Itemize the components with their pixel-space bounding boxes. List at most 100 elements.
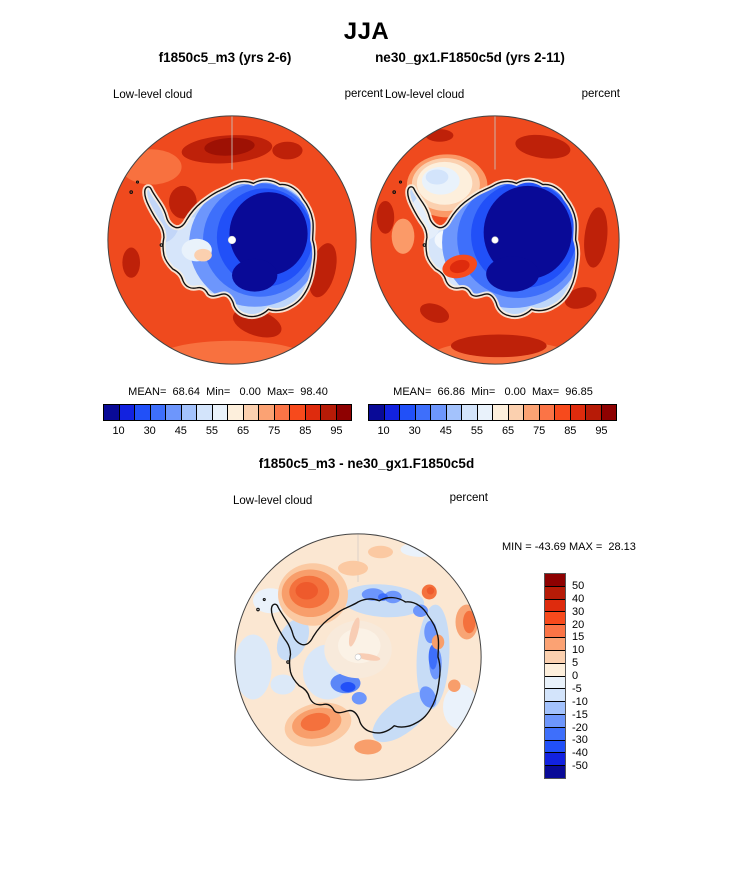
colorbar-cell (508, 405, 524, 420)
colorbar-cell (243, 405, 259, 420)
map-boundary-circle (234, 533, 482, 781)
colorbar-tick-label: 10 (112, 425, 125, 437)
colorbar-boundary-label: -15 (572, 708, 588, 721)
colorbar-cell (545, 574, 565, 587)
right-case-title: ne30_gx1.F1850c5d (yrs 2-11) (375, 50, 565, 65)
colorbar-tick-label: 65 (236, 425, 250, 437)
colorbar-boundary-label: -20 (572, 721, 588, 734)
colorbar-cell (197, 405, 213, 420)
colorbar-cell (462, 405, 478, 420)
colorbar-cell (369, 405, 385, 420)
colorbar-cell (119, 405, 135, 420)
colorbar-cell (212, 405, 228, 420)
colorbar-cell (545, 625, 565, 639)
colorbar-cell (274, 405, 290, 420)
diff-colorbar-labels: 50 40 30 20 15 10 5 0 -5 -10 -15 -20 -30 -40 -50 (572, 573, 612, 779)
colorbar-boundary-label: 10 (572, 644, 585, 657)
colorbar-cell (545, 676, 565, 690)
polar-map-svg (370, 115, 620, 365)
colorbar-cell (539, 405, 555, 420)
left-case-title: f1850c5_m3 (yrs 2-6) (158, 50, 292, 65)
colorbar-cell (228, 405, 244, 420)
colorbar-cell (545, 753, 565, 767)
colorbar-cell (555, 405, 571, 420)
colorbar-cell (493, 405, 509, 420)
colorbar-tick-label: 95 (330, 425, 343, 437)
map-boundary-circle (370, 115, 620, 365)
left-colorbar-ticks: 10 30 45 55 65 75 85 95 (103, 425, 352, 439)
diff-colorbar-area: 50 40 30 20 15 10 5 0 -5 -10 -15 -20 -30 -40 -50 (544, 573, 588, 779)
colorbar-boundary-label: 0 (572, 670, 579, 682)
colorbar-cell (446, 405, 462, 420)
colorbar-tick-label: 10 (377, 425, 390, 437)
colorbar-cell (259, 405, 275, 420)
colorbar-cell (545, 612, 565, 626)
colorbar-cell (431, 405, 447, 420)
polar-map-svg (107, 115, 357, 365)
left-field-label: Low-level cloud (113, 89, 193, 101)
right-colorbar-ticks: 10 30 45 55 65 75 85 95 (368, 425, 617, 439)
colorbar-tick-label: 75 (268, 425, 281, 437)
colorbar-tick-label: 85 (564, 425, 577, 437)
colorbar-tick-label: 55 (470, 425, 484, 437)
right-units-label: percent (581, 88, 620, 100)
map-right-ne30-gx1 (369, 114, 621, 366)
colorbar-cell (586, 405, 602, 420)
colorbar-boundary-label: -40 (572, 747, 588, 760)
right-colorbar (368, 404, 617, 421)
colorbar-cell (166, 405, 182, 420)
polar-map-svg (234, 533, 482, 781)
colorbar-cell (290, 405, 306, 420)
colorbar-cell (545, 689, 565, 703)
colorbar-tick-label: 65 (501, 425, 515, 437)
colorbar-cell (477, 405, 493, 420)
colorbar-cell (336, 405, 351, 420)
colorbar-tick-label: 95 (595, 425, 608, 437)
colorbar-cell (601, 405, 616, 420)
colorbar-cell (150, 405, 166, 420)
difference-title: f1850c5_m3 - ne30_gx1.F1850c5d (258, 456, 475, 471)
pole-dot (491, 236, 499, 244)
left-colorbar (103, 404, 352, 421)
colorbar-cell (545, 702, 565, 715)
colorbar-cell (400, 405, 416, 420)
diff-units-label: percent (449, 492, 488, 504)
colorbar-boundary-label: 15 (572, 631, 585, 644)
colorbar-boundary-label: 40 (572, 592, 585, 605)
continent-field (144, 180, 315, 317)
map-left-f1850c5-m3 (106, 114, 358, 366)
colorbar-boundary-label: -5 (572, 682, 582, 695)
left-stats-line: MEAN= 68.64 Min= 0.00 Max= 98.40 (128, 386, 328, 398)
colorbar-cell (545, 766, 565, 778)
colorbar-cell (545, 599, 565, 613)
right-field-label: Low-level cloud (385, 89, 465, 101)
colorbar-cell (305, 405, 321, 420)
colorbar-cell (545, 638, 565, 651)
colorbar-boundary-label: 5 (572, 657, 579, 670)
colorbar-tick-label: 85 (299, 425, 312, 437)
colorbar-tick-label: 30 (143, 425, 156, 437)
colorbar-cell (104, 405, 120, 420)
colorbar-cell (415, 405, 431, 420)
colorbar-tick-label: 45 (439, 425, 452, 437)
colorbar-cell (135, 405, 151, 420)
colorbar-cell (181, 405, 197, 420)
colorbar-cell (545, 663, 565, 677)
colorbar-boundary-label: 50 (572, 579, 585, 592)
colorbar-tick-label: 45 (174, 425, 187, 437)
map-boundary-circle (107, 115, 357, 365)
diff-minmax-line: MIN = -43.69 MAX = 28.13 (502, 541, 636, 553)
colorbar-cell (570, 405, 586, 420)
pole-dot (354, 653, 362, 661)
colorbar-cell (545, 727, 565, 741)
right-stats-line: MEAN= 66.86 Min= 0.00 Max= 96.85 (393, 386, 593, 398)
season-title: JJA (343, 18, 390, 45)
diff-field-label: Low-level cloud (233, 495, 313, 507)
colorbar-boundary-label: -50 (572, 760, 588, 773)
colorbar-tick-label: 75 (533, 425, 546, 437)
colorbar-boundary-label: -30 (572, 734, 588, 747)
colorbar-tick-label: 30 (408, 425, 421, 437)
colorbar-cell (321, 405, 337, 420)
colorbar-boundary-label: 20 (572, 618, 585, 631)
